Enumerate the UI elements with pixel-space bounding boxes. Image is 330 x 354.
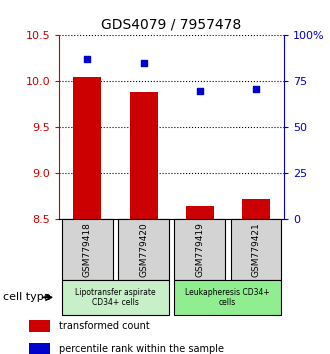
Bar [62, 280, 169, 315]
Bar [185, 206, 214, 219]
Bar [174, 280, 281, 315]
Point [141, 60, 146, 66]
Bar [118, 219, 169, 280]
Text: cell type: cell type [3, 292, 51, 302]
Bar [242, 199, 270, 219]
Bar [29, 343, 50, 354]
Point [197, 88, 202, 93]
Text: Leukapheresis CD34+
cells: Leukapheresis CD34+ cells [185, 288, 270, 307]
Text: Lipotransfer aspirate
CD34+ cells: Lipotransfer aspirate CD34+ cells [75, 288, 156, 307]
Point [85, 57, 90, 62]
Text: transformed count: transformed count [59, 321, 150, 331]
Bar [29, 320, 50, 332]
Text: GSM779419: GSM779419 [195, 222, 204, 277]
Bar [129, 92, 158, 219]
Bar [230, 219, 281, 280]
Point [253, 86, 258, 92]
Bar [73, 77, 102, 219]
Text: percentile rank within the sample: percentile rank within the sample [59, 344, 224, 354]
Bar [174, 219, 225, 280]
Text: GSM779418: GSM779418 [83, 222, 92, 277]
Text: GSM779421: GSM779421 [251, 222, 260, 277]
Title: GDS4079 / 7957478: GDS4079 / 7957478 [102, 17, 242, 32]
Bar [62, 219, 113, 280]
Text: GSM779420: GSM779420 [139, 222, 148, 277]
